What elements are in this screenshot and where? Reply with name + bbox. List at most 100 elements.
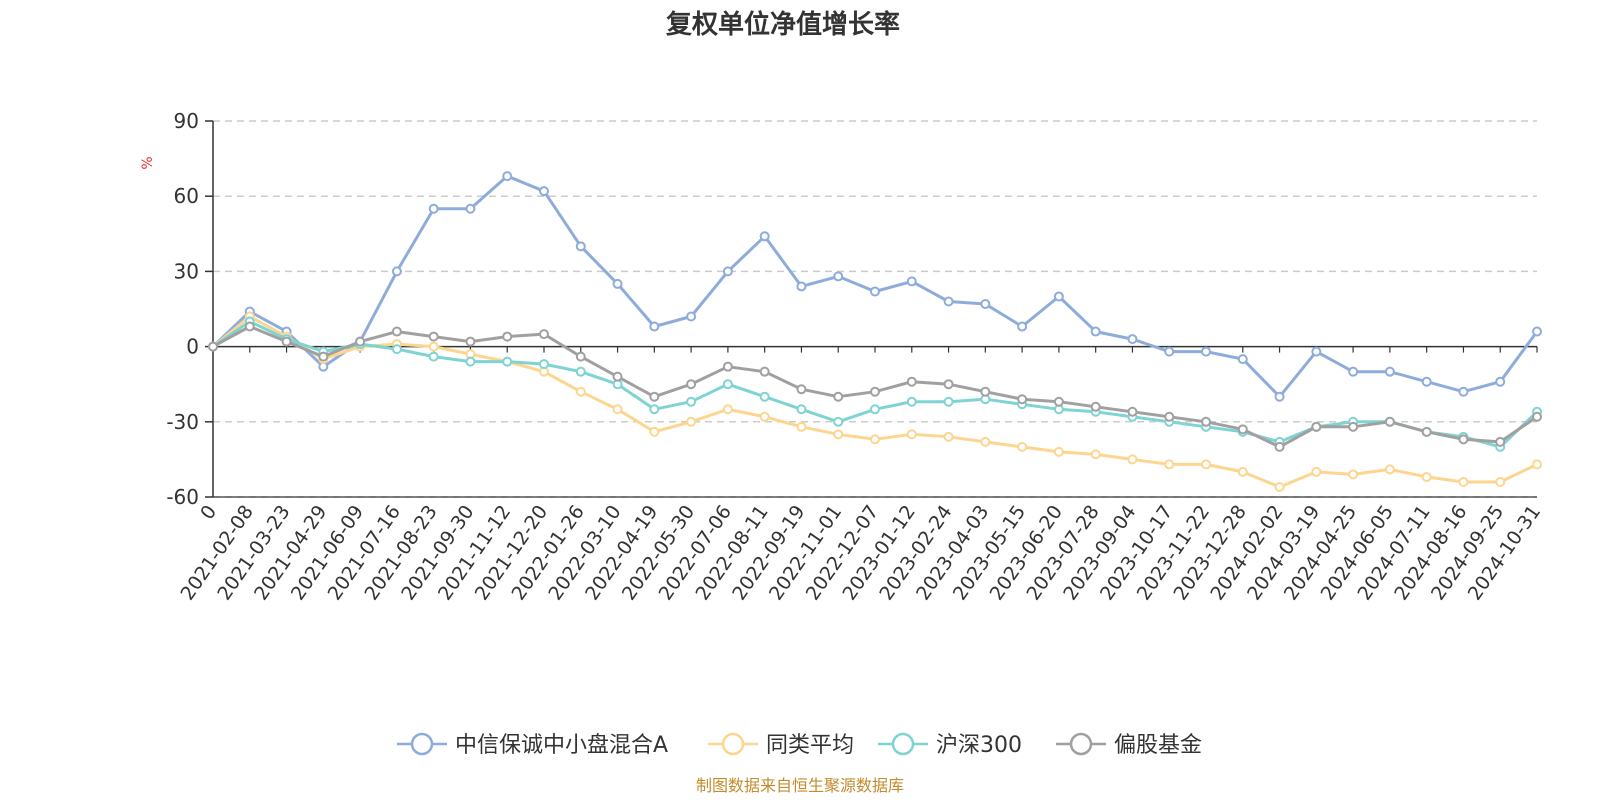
data-point	[1201, 346, 1211, 357]
data-point	[575, 351, 586, 362]
data-point	[980, 386, 991, 397]
y-tick-label: 0	[186, 335, 199, 359]
data-point	[1127, 406, 1138, 417]
data-point	[1311, 466, 1322, 477]
data-point	[465, 356, 476, 367]
data-point	[1274, 391, 1285, 402]
data-point	[1311, 346, 1322, 357]
data-point	[575, 366, 586, 377]
data-point	[906, 376, 917, 387]
y-tick-label: -60	[166, 485, 199, 509]
data-point	[686, 396, 697, 407]
data-point	[1311, 421, 1322, 432]
data-point	[796, 421, 807, 432]
data-point	[1458, 476, 1469, 487]
data-point	[722, 361, 733, 372]
data-point	[318, 351, 329, 362]
data-point	[281, 336, 292, 347]
y-axis-unit: %	[140, 156, 156, 169]
data-point	[943, 396, 954, 407]
legend-label: 沪深300	[936, 733, 1022, 758]
data-point	[906, 429, 917, 440]
legend-item[interactable]: 中信保诚中小盘混合A	[397, 732, 668, 758]
data-point	[539, 329, 549, 340]
data-point	[649, 321, 660, 332]
data-point	[906, 396, 917, 407]
data-point	[870, 434, 880, 445]
data-point	[612, 371, 623, 382]
data-point	[1237, 424, 1248, 435]
data-point	[1384, 416, 1395, 427]
data-point	[465, 336, 476, 347]
legend-marker-icon	[1069, 732, 1093, 756]
legend: 中信保诚中小盘混合A 同类平均 沪深300 偏股基金	[397, 732, 1202, 758]
series-line-2	[211, 315, 1539, 489]
data-point	[759, 411, 770, 422]
data-point	[980, 298, 991, 309]
y-tick-label: 90	[174, 109, 199, 133]
x-tick-label: 0	[196, 501, 221, 524]
data-point	[244, 321, 255, 332]
data-point	[649, 391, 660, 402]
data-point	[539, 359, 549, 370]
data-point	[428, 203, 439, 214]
data-point	[759, 391, 770, 402]
data-point	[796, 281, 807, 292]
data-point	[1017, 321, 1028, 332]
data-point	[1495, 376, 1506, 387]
legend-label: 中信保诚中小盘混合A	[455, 733, 668, 758]
data-point	[1274, 481, 1285, 492]
data-point	[465, 203, 476, 214]
data-point	[1201, 459, 1211, 470]
data-point	[575, 241, 586, 252]
data-point	[355, 336, 366, 347]
data-point	[686, 416, 697, 427]
data-point	[1384, 464, 1395, 475]
data-point	[833, 416, 844, 427]
y-tick-label: 30	[174, 259, 199, 283]
data-point	[1274, 441, 1285, 452]
data-point	[502, 331, 513, 342]
data-point	[1201, 416, 1211, 427]
data-point	[1237, 466, 1248, 477]
data-point	[502, 171, 513, 182]
y-axis: -60 -30 0 30 60 90	[166, 109, 214, 509]
data-point	[722, 379, 733, 390]
data-point	[943, 379, 954, 390]
data-point	[759, 366, 770, 377]
data-point	[428, 331, 439, 342]
data-point	[539, 186, 549, 197]
data-point	[1127, 454, 1138, 465]
data-point	[1127, 334, 1138, 345]
data-point	[722, 266, 733, 277]
data-source-note: 制图数据来自恒生聚源数据库	[696, 776, 904, 795]
data-point	[1458, 386, 1469, 397]
data-point	[1053, 446, 1064, 457]
series-line-1	[211, 174, 1539, 399]
data-point	[1495, 476, 1506, 487]
series-lines	[208, 171, 1542, 492]
chart-title: 复权单位净值增长率	[666, 9, 900, 40]
data-point	[208, 341, 218, 352]
data-point	[1532, 459, 1542, 470]
x-axis: 02021-02-082021-03-232021-04-292021-06-0…	[177, 345, 1545, 604]
data-point	[1090, 401, 1101, 412]
data-point	[796, 384, 807, 395]
legend-item[interactable]: 同类平均	[708, 732, 854, 758]
legend-item[interactable]: 沪深300	[878, 732, 1022, 758]
data-point	[649, 404, 660, 415]
data-point	[686, 379, 697, 390]
data-point	[1164, 346, 1175, 357]
data-point	[575, 386, 586, 397]
data-point	[833, 429, 844, 440]
legend-marker-icon	[721, 732, 745, 756]
data-point	[1495, 436, 1506, 447]
data-point	[870, 286, 880, 297]
data-point	[1053, 291, 1064, 302]
legend-item[interactable]: 偏股基金	[1056, 732, 1202, 758]
data-point	[943, 296, 954, 307]
data-point	[391, 326, 402, 337]
data-point	[870, 386, 880, 397]
data-point	[612, 404, 623, 415]
data-point	[1348, 421, 1359, 432]
